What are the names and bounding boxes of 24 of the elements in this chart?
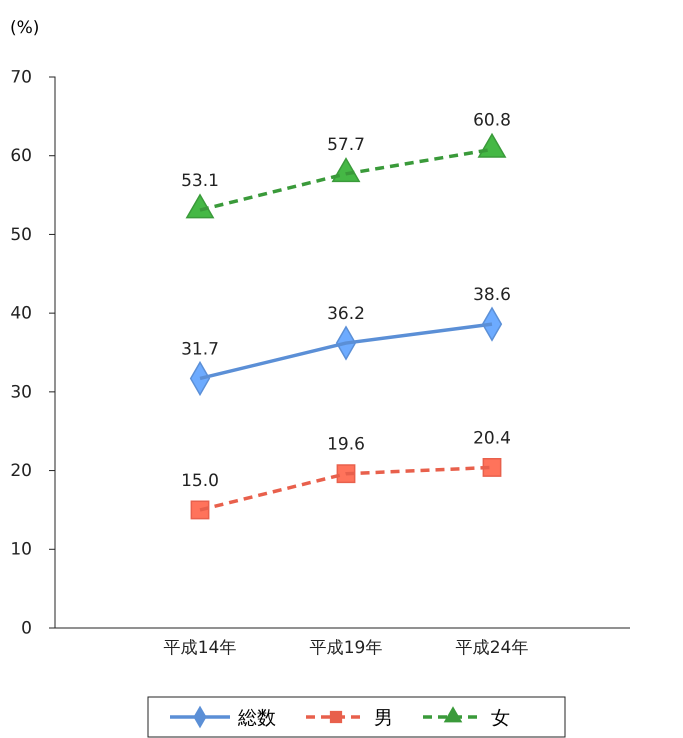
y-tick-label: 50 [10, 224, 32, 245]
data-label: 57.7 [327, 134, 365, 155]
x-tick-label: 平成14年 [164, 638, 236, 658]
legend-label: 総数 [237, 707, 276, 729]
data-label: 20.4 [473, 428, 511, 448]
data-label: 15.0 [181, 470, 219, 491]
y-tick-label: 60 [10, 146, 32, 166]
data-label: 60.8 [473, 110, 511, 130]
y-tick-label: 20 [10, 461, 32, 482]
data-label: 19.6 [327, 434, 365, 455]
x-tick-label: 平成19年 [310, 638, 382, 658]
y-tick-label: 10 [10, 540, 32, 560]
y-tick-label: 30 [10, 382, 32, 402]
data-label: 53.1 [181, 171, 219, 192]
y-tick-label: 40 [10, 304, 32, 324]
y-tick-label: 70 [10, 67, 32, 88]
y-tick-label: 0 [21, 618, 32, 638]
y-axis-title: (%) [10, 18, 40, 38]
x-tick-label: 平成24年 [456, 638, 528, 658]
data-label: 38.6 [473, 285, 511, 306]
legend-label: 男 [374, 707, 393, 729]
legend-label: 女 [491, 707, 510, 729]
data-label: 36.2 [327, 304, 365, 324]
data-label: 31.7 [181, 339, 219, 360]
